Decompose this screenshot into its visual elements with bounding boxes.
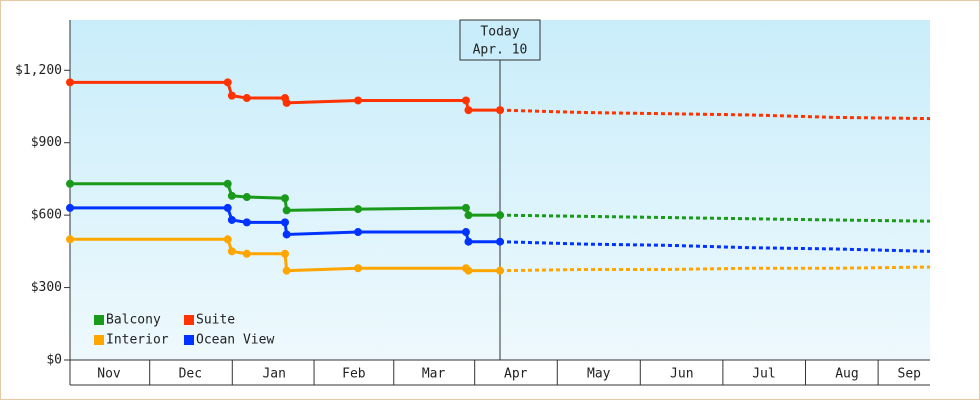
forecast-line [499,240,931,253]
price-point [464,237,473,246]
price-point [66,203,74,212]
price-point [282,206,291,215]
x-tick-label: Jul [752,367,775,382]
price-point [281,218,289,227]
price-point [496,266,504,275]
y-tick-label: $900 [31,135,62,150]
price-point [354,205,363,214]
x-tick-label: Jan [262,367,285,382]
legend-swatch [94,335,104,345]
price-point [496,237,504,246]
price-point [242,218,251,227]
price-point [227,247,236,256]
price-point [282,230,291,239]
price-point [227,91,236,100]
today-label: Today [480,25,519,40]
forecast-line [499,213,931,223]
x-tick-label: Nov [97,367,121,382]
today-label: Apr. 10 [473,43,528,58]
price-point [354,228,363,237]
x-tick-label: Feb [342,367,366,382]
price-point [282,98,291,107]
legend-label: Interior [106,333,169,348]
price-point [66,235,74,244]
price-point [496,211,504,220]
price-point [223,203,232,212]
price-point [496,106,504,115]
price-point [242,193,251,202]
legend-label: Balcony [106,313,161,328]
price-point [461,228,470,237]
price-point [461,203,470,212]
x-tick-label: Mar [422,367,446,382]
price-point [354,96,363,105]
legend-swatch [184,315,194,325]
price-point [66,78,74,87]
today-box [459,19,541,61]
price-point [227,191,236,200]
x-tick-label: Apr [504,367,528,382]
price-point [354,264,363,273]
price-point [282,266,291,275]
legend-label: Suite [196,313,235,328]
price-point [242,249,251,258]
price-point [281,249,289,258]
price-point [464,211,473,220]
x-tick-label: Aug [835,367,858,382]
x-tick-label: Jun [670,367,693,382]
forecast-line [499,265,931,273]
price-point [223,235,232,244]
price-point [464,106,473,115]
price-point [227,215,236,224]
y-tick-label: $0 [46,353,62,368]
y-tick-label: $1,200 [15,63,62,78]
price-line [70,206,500,244]
legend-swatch [184,335,194,345]
x-tick-label: May [587,367,611,382]
forecast-line [499,108,931,121]
x-tick-label: Dec [179,367,202,382]
legend-swatch [94,315,104,325]
price-point [223,78,232,87]
price-point [66,179,74,188]
price-point [461,96,470,105]
y-tick-label: $600 [31,208,62,223]
price-point [242,94,251,103]
price-point [464,266,473,275]
legend-label: Ocean View [196,333,274,348]
x-tick-label: Sep [898,367,922,382]
price-point [223,179,232,188]
price-point [281,194,289,203]
y-tick-label: $300 [31,280,62,295]
